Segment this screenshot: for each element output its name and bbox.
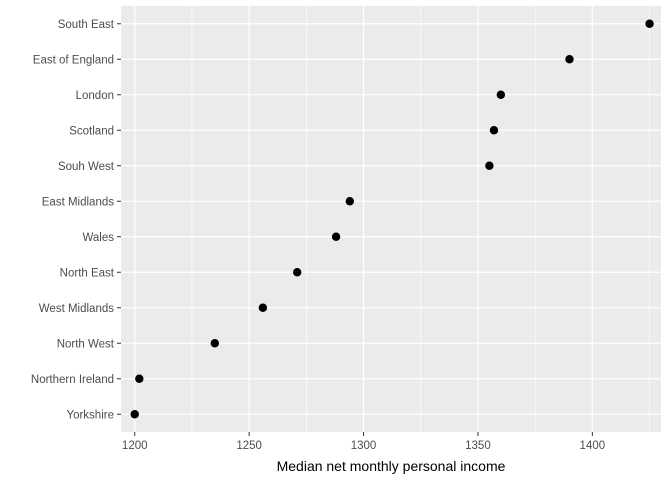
y-tick-label: London	[76, 90, 114, 102]
data-point	[489, 126, 499, 135]
data-point	[210, 339, 220, 348]
data-point	[130, 410, 139, 419]
x-tick-label: 1300	[351, 440, 377, 452]
y-tick-label: North West	[57, 338, 115, 350]
data-point	[565, 55, 574, 64]
x-tick-label: 1200	[122, 440, 148, 452]
data-point	[292, 268, 302, 277]
data-point	[485, 161, 494, 170]
data-point	[496, 90, 506, 99]
data-points	[130, 19, 654, 419]
x-tick-label: 1400	[580, 440, 606, 452]
x-tick-label: 1350	[465, 440, 491, 452]
x-axis: 1200 1250 1300 1350 1400	[122, 432, 605, 452]
major-gridlines	[121, 6, 661, 432]
y-axis: South East East of England London Scotland S…	[31, 19, 121, 421]
data-point	[135, 374, 144, 383]
y-tick-label: East Midlands	[42, 196, 114, 208]
y-tick-label: North East	[60, 267, 115, 279]
y-tick-label: South East	[58, 19, 115, 31]
y-tick-label: Wales	[82, 232, 114, 244]
data-point	[345, 197, 355, 206]
y-tick-label: Scotland	[69, 125, 114, 137]
y-tick-label: Souh West	[58, 161, 115, 173]
y-tick-label: Yorkshire	[66, 409, 114, 421]
x-axis-title: Median net monthly personal income	[277, 458, 506, 474]
x-tick-label: 1250	[236, 440, 262, 452]
y-tick-label: Northern Ireland	[31, 374, 114, 386]
y-tick-label: East of England	[33, 54, 114, 66]
y-tick-label: West Midlands	[39, 303, 114, 315]
data-point	[258, 303, 268, 312]
data-point	[331, 232, 341, 241]
plot-panel	[121, 6, 661, 432]
minor-gridlines	[191, 6, 650, 432]
data-point	[645, 19, 654, 28]
